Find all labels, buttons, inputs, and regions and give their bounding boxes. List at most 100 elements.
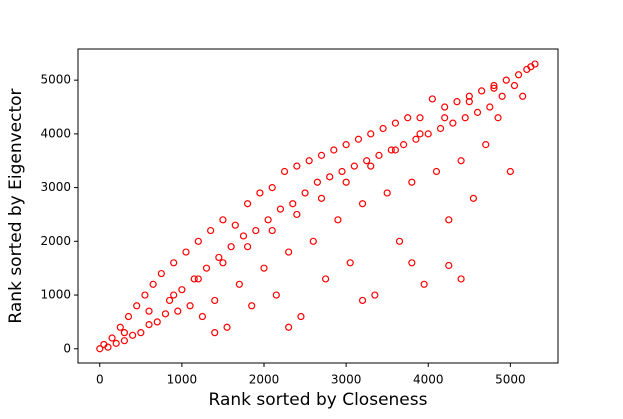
point [445,261,453,270]
point [157,269,165,278]
point [120,337,128,345]
point [519,92,527,100]
point [317,194,326,202]
point [243,243,252,251]
point [305,157,313,165]
point [408,178,416,186]
point [342,141,350,149]
point [190,275,198,283]
point [490,84,498,92]
point [178,286,186,294]
point [137,329,145,337]
x-tick-label: 5000 [495,373,526,387]
point [252,226,260,235]
point [165,296,174,305]
point [235,280,243,288]
point [153,318,161,326]
point [375,151,383,159]
y-tick-label: 2000 [40,234,71,248]
point [272,291,280,299]
point [145,320,153,329]
point [465,98,473,106]
x-tick-label: 3000 [331,373,362,387]
point [350,162,358,170]
point [223,323,231,331]
point [379,124,387,133]
point [473,108,482,116]
point [461,114,469,122]
point [219,259,227,267]
y-tick-label: 4000 [40,126,71,140]
point [297,312,305,321]
point [268,226,276,235]
point [317,151,326,159]
point [231,221,239,229]
point [432,167,441,176]
point [326,173,334,181]
point [215,253,223,262]
point [260,264,268,272]
y-axis-label: Rank sorted by Eigenvector [6,88,26,323]
point [309,237,317,245]
point [174,307,182,315]
point [301,189,309,197]
point [133,302,141,310]
point [371,291,379,299]
point [293,162,301,170]
point [404,114,412,122]
point [367,162,375,170]
point [219,216,227,224]
point [285,248,293,256]
point [227,243,235,251]
point [276,205,285,213]
point [239,232,248,240]
x-tick-label: 0 [96,373,104,387]
x-tick-label: 4000 [413,373,444,387]
point [211,296,219,305]
point [428,95,436,103]
point [280,167,289,176]
plot-frame [77,48,559,364]
x-axis-label: Rank sorted by Closeness [209,390,428,410]
point [293,210,301,219]
point [358,200,367,208]
point [182,248,190,256]
point [457,157,465,165]
point [256,189,264,197]
point [502,76,510,84]
point [104,343,112,351]
point [531,60,539,68]
y-tick-label: 5000 [40,73,71,87]
y-tick-label: 1000 [40,288,71,302]
point [416,114,424,122]
point [116,323,124,331]
point [141,291,149,299]
point [416,130,424,138]
point [408,259,416,267]
point [395,237,404,245]
point [207,226,215,235]
point [170,259,178,267]
point [129,331,137,339]
point [514,71,523,79]
point [494,114,502,122]
point [482,141,490,149]
point [108,334,116,342]
point [243,200,252,208]
point [387,146,395,154]
point [436,124,445,133]
point [264,216,272,224]
point [363,157,371,165]
point [441,103,449,111]
y-tick-label: 3000 [40,180,71,194]
point [346,259,354,267]
point [96,345,104,353]
point [149,280,157,288]
point [194,237,202,245]
point [186,302,194,310]
x-tick-label: 2000 [249,373,280,387]
point [120,329,128,337]
point [112,339,120,347]
point [358,296,367,305]
